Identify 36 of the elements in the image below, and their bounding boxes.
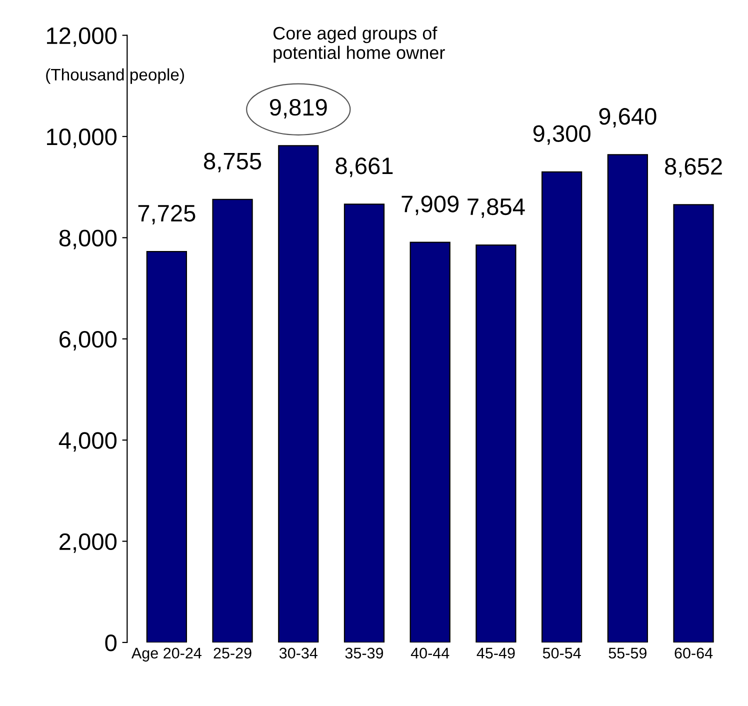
data-label: 8,652	[665, 158, 722, 178]
data-label: 7,725	[138, 204, 196, 224]
x-tick-label: 60-64	[674, 648, 713, 659]
x-tick-label: 50-54	[542, 648, 581, 659]
data-label: 9,819	[270, 98, 327, 118]
y-tick-label: 2,000	[60, 533, 117, 553]
x-tick-label: 45-49	[476, 648, 515, 659]
bar	[542, 171, 582, 642]
x-tick-label: 30-34	[279, 648, 318, 659]
data-label: 9,300	[533, 125, 590, 145]
bar	[476, 244, 516, 642]
bar	[278, 145, 319, 642]
y-tick-label: 6,000	[60, 330, 117, 350]
y-tick-label: 0	[105, 634, 117, 652]
x-tick-label: Age 20-24	[131, 648, 202, 662]
x-tick-label: 25-29	[214, 648, 252, 659]
bar	[146, 251, 187, 642]
annotation: Core aged groups of potential home owner	[273, 26, 445, 63]
bar	[344, 204, 385, 642]
data-label: 8,661	[336, 158, 393, 178]
data-label: 8,755	[204, 152, 262, 172]
x-tick-label: 40-44	[410, 648, 450, 659]
y-tick-label: 4,000	[58, 432, 117, 452]
data-label: 7,854	[468, 198, 525, 218]
data-label: 7,909	[402, 196, 459, 216]
y-tick-label: 12,000	[47, 27, 117, 47]
x-tick-label: 55-59	[608, 648, 646, 659]
y-axis-title: (Thousand people)	[46, 68, 184, 84]
y-tick-label: 10,000	[47, 128, 117, 148]
y-tick-label: 8,000	[59, 230, 117, 250]
bar	[673, 204, 714, 642]
data-label: 9,640	[599, 108, 656, 128]
bar	[607, 154, 648, 642]
bar	[410, 242, 450, 642]
x-tick-label: 35-39	[345, 648, 384, 659]
bar	[212, 198, 253, 642]
